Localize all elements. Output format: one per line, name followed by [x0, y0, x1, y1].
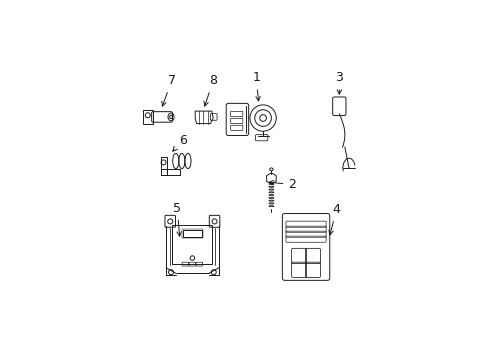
Text: 2: 2: [268, 178, 296, 191]
Text: 6: 6: [172, 134, 186, 151]
Text: 3: 3: [335, 71, 343, 94]
Text: 8: 8: [203, 74, 217, 106]
Text: 1: 1: [252, 71, 260, 101]
Text: 7: 7: [162, 74, 175, 106]
Text: 4: 4: [328, 203, 340, 235]
Text: 5: 5: [173, 202, 181, 236]
